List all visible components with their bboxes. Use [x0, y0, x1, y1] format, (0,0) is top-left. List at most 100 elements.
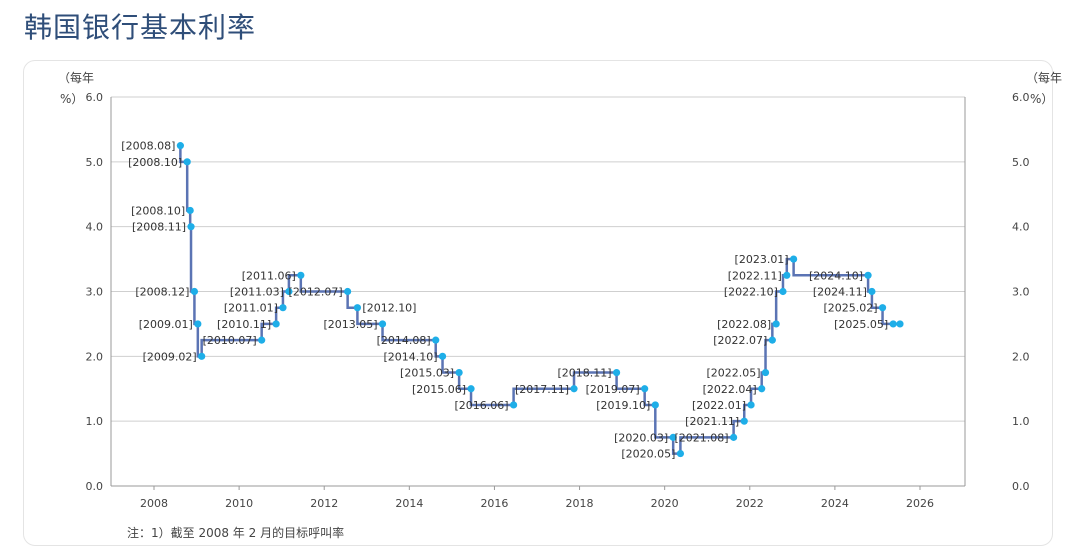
data-point: [772, 320, 780, 328]
x-ticks: 2008 2010 2012 2014 2016 2018 2020 2022 2024 2026: [140, 486, 934, 510]
series-line-policy-rate: [179, 145, 900, 455]
data-point: [186, 206, 194, 215]
data-point: [272, 320, 280, 328]
data-label: [2021.08]: [675, 431, 729, 444]
data-label: [2008.08]: [121, 140, 175, 153]
data-label: [2010.07]: [203, 334, 257, 347]
data-label: [2025.02]: [823, 302, 877, 315]
data-point: [258, 336, 266, 344]
data-point: [676, 449, 685, 458]
data-point: [896, 320, 904, 328]
y-tick-label-right: 5.0: [1012, 156, 1030, 169]
data-label: [2014.08]: [377, 334, 431, 347]
x-tick-label: 2026: [906, 497, 934, 510]
data-point: [768, 336, 776, 344]
data-point: [432, 336, 440, 344]
x-tick-label: 2018: [566, 497, 594, 510]
data-label: [2020.05]: [621, 448, 675, 461]
y-tick-label-right: 1.0: [1012, 415, 1030, 428]
data-label: [2022.01]: [692, 399, 746, 412]
data-point: [279, 304, 287, 312]
data-point: [783, 271, 791, 279]
data-label: [2023.01]: [735, 253, 789, 266]
x-tick-label: 2012: [310, 497, 338, 510]
data-point: [194, 320, 202, 328]
y-tick-label-left: 4.0: [86, 221, 104, 234]
data-point: [353, 304, 362, 312]
x-tick-label: 2020: [651, 497, 679, 510]
data-point: [570, 385, 578, 393]
data-point: [285, 287, 293, 296]
footnote: 注：1）截至 2008 年 2 月的目标呼叫率: [127, 525, 344, 540]
data-point: [190, 287, 199, 296]
data-labels: [2008.08] [2008.10] [2008.10] [2008.11] [200…: [121, 140, 888, 461]
data-label: [2019.07]: [586, 383, 640, 396]
data-label: [2018.11]: [558, 367, 612, 380]
data-point: [198, 352, 206, 360]
y-tick-label-right: 4.0: [1012, 221, 1030, 234]
data-label: [2022.05]: [706, 367, 760, 380]
data-point: [761, 368, 770, 377]
data-label: [2022.04]: [703, 383, 757, 396]
y-tick-label-left: 2.0: [86, 350, 104, 363]
data-point: [889, 320, 897, 328]
page-title: 韩国银行基本利率: [24, 11, 257, 44]
data-label: [2008.12]: [135, 286, 189, 299]
data-point: [467, 385, 475, 393]
y-tick-label-left: 3.0: [86, 286, 104, 299]
y-tick-label-right: 0.0: [1012, 480, 1030, 493]
data-point: [378, 320, 387, 328]
data-point: [651, 401, 659, 409]
data-point: [730, 433, 738, 441]
data-label: [2009.01]: [139, 318, 193, 331]
y-tick-label-left: 0.0: [86, 480, 104, 493]
x-tick-label: 2010: [225, 497, 253, 510]
data-point: [641, 385, 649, 393]
data-point: [878, 304, 887, 312]
x-tick-label: 2016: [480, 497, 508, 510]
y-tick-label-right: 3.0: [1012, 286, 1030, 299]
data-label: [2009.02]: [143, 350, 197, 363]
left-y-unit-line2: %）: [60, 92, 83, 106]
right-y-unit-line1: （每年: [1026, 70, 1062, 85]
y-tick-label-left: 5.0: [86, 156, 104, 169]
data-label: [2008.10]: [128, 156, 182, 169]
data-label: [2024.11]: [813, 286, 867, 299]
data-label: [2022.11]: [728, 269, 782, 282]
data-point: [509, 401, 518, 409]
data-point: [747, 401, 755, 409]
data-label: [2013.05]: [323, 318, 377, 331]
data-label: [2017.11]: [515, 383, 569, 396]
y-tick-label-right: 2.0: [1012, 350, 1030, 363]
data-label: [2022.07]: [713, 334, 767, 347]
data-label: [2021.11]: [685, 415, 739, 428]
data-label: [2011.01]: [224, 302, 278, 315]
y-tick-label-left: 1.0: [86, 415, 104, 428]
data-point: [758, 385, 766, 393]
data-label: [2025.05]: [834, 318, 888, 331]
y-tick-label-left: 6.0: [86, 91, 104, 104]
data-label: [2011.03]: [230, 286, 284, 299]
data-point: [612, 368, 621, 377]
y-ticks-right: 0.0 1.0 2.0 3.0 4.0 5.0 6.0: [1012, 91, 1030, 493]
right-y-unit-line2: %）: [1030, 92, 1053, 106]
data-point: [864, 271, 872, 279]
y-tick-label-right: 6.0: [1012, 91, 1030, 104]
data-point: [176, 142, 184, 150]
data-label: [2019.10]: [596, 399, 650, 412]
data-label: [2024.10]: [809, 269, 863, 282]
data-label: [2015.03]: [400, 367, 454, 380]
left-y-unit-line1: （每年: [58, 70, 94, 85]
data-label: [2012.07]: [289, 286, 343, 299]
data-label: [2012.10]: [362, 302, 416, 315]
x-tick-label: 2014: [395, 497, 423, 510]
data-point: [297, 271, 305, 279]
data-label: [2008.10]: [131, 204, 185, 217]
data-point: [790, 255, 798, 263]
data-label: [2015.06]: [412, 383, 466, 396]
data-label: [2020.03]: [614, 431, 668, 444]
x-tick-label: 2022: [736, 497, 764, 510]
axes: （每年 %） （每年 %）: [58, 70, 1062, 106]
data-label: [2022.08]: [717, 318, 771, 331]
x-tick-label: 2024: [821, 497, 849, 510]
